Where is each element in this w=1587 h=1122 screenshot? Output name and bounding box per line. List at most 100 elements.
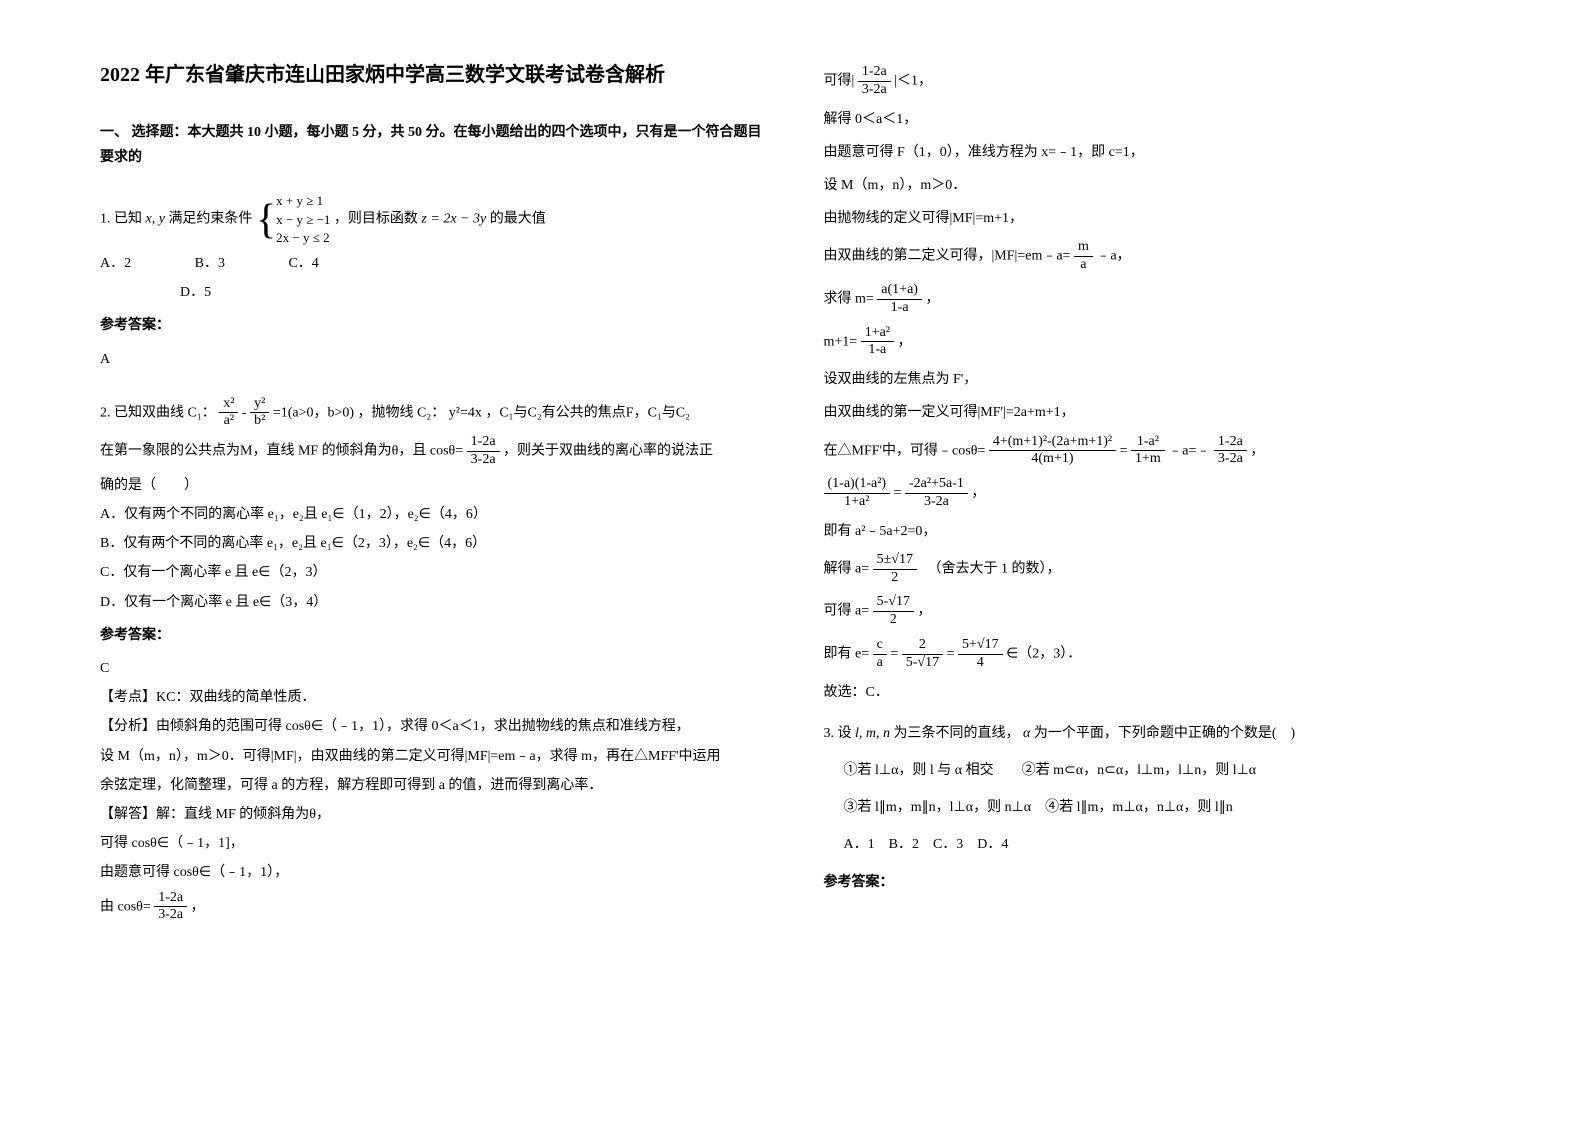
p1-vars: x, y (146, 212, 165, 227)
frac-num: 5-√17 (873, 594, 914, 612)
l7-tail: ， (925, 291, 939, 306)
problem-2: 2. 已知双曲线 C₁： x² a² - y² b² =1(a>0，b>0) ，… (100, 392, 764, 928)
frac-l16a: c a (873, 637, 887, 672)
c2-l2: 解得 0＜a＜1， (824, 107, 1488, 132)
frac-den: 3-2a (858, 82, 891, 99)
l7-pre: 求得 m= (824, 291, 874, 306)
frac-den: b² (250, 413, 269, 430)
frac-den: 4 (958, 655, 1003, 672)
l11-tail: ， (1250, 443, 1264, 458)
p2-optB: B．仅有两个不同的离心率 e₁，e₂且 e₁∈（2，3），e₂∈（4，6） (100, 531, 764, 556)
p2-kaodian: 【考点】KC：双曲线的简单性质． (100, 685, 764, 710)
l11-mid: ﹣a=﹣ (1168, 443, 1210, 458)
section-header: 一、 选择题：本大题共 10 小题，每小题 5 分，共 50 分。在每小题给出的… (100, 120, 764, 170)
frac-num: (1-a)(1-a²) (824, 476, 891, 494)
frac-den: 3-2a (154, 907, 187, 924)
p3-pre: 3. 设 (824, 726, 852, 741)
c2-l4: 设 M（m，n），m＞0． (824, 173, 1488, 198)
frac-den: 1-a (861, 342, 894, 359)
c2-l9: 设双曲线的左焦点为 F'， (824, 367, 1488, 392)
constraint-brace: { x + y ≥ 1 x − y ≥ −1 2x − y ≤ 2 (256, 192, 330, 247)
frac-x2a2: x² a² (219, 396, 238, 431)
c2-l8: m+1= 1+a² 1-a ， (824, 325, 1488, 360)
l15-tail: ， (917, 604, 931, 619)
l16-pre: 即有 e= (824, 647, 870, 662)
p3-tail: 为一个平面，下列命题中正确的个数是( ) (1034, 726, 1295, 741)
frac-l11b: 1-a² 1+m (1131, 434, 1165, 469)
c2-l14: 解得 a= 5±√17 2 （舍去大于 1 的数）， (824, 552, 1488, 587)
sol3-tail: ， (191, 899, 205, 914)
p2-line2: 在第一象限的公共点为M，直线 MF 的倾斜角为θ，且 cosθ= 1-2a 3-… (100, 434, 764, 469)
frac-den: 3-2a (467, 452, 500, 469)
p2-answer: C (100, 656, 764, 681)
frac-l12b: -2a²+5a-1 3-2a (905, 476, 968, 511)
c2-l10: 由双曲线的第一定义可得|MF'|=2a+m+1， (824, 400, 1488, 425)
l12-tail: ， (971, 486, 985, 501)
c2-l13: 即有 a²﹣5a+2=0， (824, 519, 1488, 544)
frac-den: 1-a (877, 300, 922, 317)
p2-sol3: 由 cosθ= 1-2a 3-2a ， (100, 890, 764, 925)
problem-1: 1. 已知 x, y 满足约束条件 { x + y ≥ 1 x − y ≥ −1… (100, 188, 764, 375)
p2-line1: 2. 已知双曲线 C₁： x² a² - y² b² =1(a>0，b>0) ，… (100, 396, 764, 431)
l6-pre: 由双曲线的第二定义可得，|MF|=em﹣a= (824, 249, 1071, 264)
p1-optD: D．5 (180, 280, 211, 305)
p2-line2-text: 在第一象限的公共点为M，直线 MF 的倾斜角为θ，且 (100, 444, 426, 459)
p2-optD: D．仅有一个离心率 e 且 e∈（3，4） (100, 590, 764, 615)
c2-l6: 由双曲线的第二定义可得，|MF|=em﹣a= m a ﹣a， (824, 239, 1488, 274)
l14-tail: （舍去大于 1 的数）， (920, 561, 1060, 576)
p2-mid2: ，C₁与C₂有公共的焦点F，C₁与C₂ (485, 405, 690, 420)
l6-tail: ﹣a， (1096, 249, 1130, 264)
constraint-3: 2x − y ≤ 2 (276, 229, 330, 247)
page-title: 2022 年广东省肇庆市连山田家炳中学高三数学文联考试卷含解析 (100, 60, 764, 90)
frac-l14: 5±√17 2 (873, 552, 917, 587)
p2-fenxi2: 设 M（m，n），m＞0．可得|MF|，由双曲线的第二定义可得|MF|=em﹣a… (100, 744, 764, 769)
p3-mid: 为三条不同的直线， (894, 726, 1020, 741)
constraints: x + y ≥ 1 x − y ≥ −1 2x − y ≤ 2 (276, 192, 330, 247)
frac-l12a: (1-a)(1-a²) 1+a² (824, 476, 891, 511)
frac-num: 1-2a (1214, 434, 1247, 452)
frac-l11a: 4+(m+1)²-(2a+m+1)² 4(m+1) (989, 434, 1116, 469)
l16-eq2: = (947, 647, 955, 662)
p2-c1: C₁： (188, 405, 216, 420)
c2-l3: 由题意可得 F（1，0），准线方程为 x=﹣1，即 c=1， (824, 140, 1488, 165)
eq1-tail: =1(a>0，b>0) (273, 405, 354, 420)
p2-line3: 确的是（ ） (100, 473, 764, 498)
l16-tail: ∈（2，3）． (1006, 647, 1081, 662)
p2-mid1: ，抛物线 (358, 405, 414, 420)
frac-l16c: 5+√17 4 (958, 637, 1003, 672)
p1-mid: 满足约束条件 (168, 212, 252, 227)
frac-den: 1+a² (824, 494, 891, 511)
frac-num: 1+a² (861, 325, 894, 343)
frac-cos: 1-2a 3-2a (467, 434, 500, 469)
sol3-pre: 由 (100, 899, 114, 914)
frac-num: 5±√17 (873, 552, 917, 570)
p1-z: z = 2x − 3y (421, 212, 486, 227)
frac-den: 3-2a (905, 494, 968, 511)
p2-line2-tail: ，则关于双曲线的离心率的说法正 (503, 444, 713, 459)
c2-l11: 在△MFF'中，可得﹣cosθ= 4+(m+1)²-(2a+m+1)² 4(m+… (824, 434, 1488, 469)
frac-sol3: 1-2a 3-2a (154, 890, 187, 925)
sol3-cos: cosθ= (118, 899, 151, 914)
problem-3: 3. 设 l, m, n 为三条不同的直线， α 为一个平面，下列命题中正确的个… (824, 717, 1488, 903)
l15-pre: 可得 a= (824, 604, 870, 619)
frac-y2b2: y² b² (250, 396, 269, 431)
left-brace: { (256, 199, 276, 241)
frac-num: 1-2a (154, 890, 187, 908)
frac-num: x² (219, 396, 238, 414)
c2-l5: 由抛物线的定义可得|MF|=m+1， (824, 206, 1488, 231)
p1-optB: B．3 (195, 251, 225, 276)
p1-answer-label: 参考答案： (100, 313, 764, 338)
frac-num: 2 (902, 637, 943, 655)
frac-l8: 1+a² 1-a (861, 325, 894, 360)
frac-l16b: 2 5-√17 (902, 637, 943, 672)
constraint-1: x + y ≥ 1 (276, 192, 330, 210)
c2-l15: 可得 a= 5-√17 2 ， (824, 594, 1488, 629)
frac-den: a (1074, 257, 1093, 274)
frac-den: 1+m (1131, 451, 1165, 468)
frac-den: a (873, 655, 887, 672)
p2-sol1: 可得 cosθ∈（﹣1，1]， (100, 831, 764, 856)
p2-answer-label: 参考答案： (100, 623, 764, 648)
frac-num: -2a²+5a-1 (905, 476, 968, 494)
p3-answer-label: 参考答案： (824, 870, 1488, 895)
p2-optA: A．仅有两个不同的离心率 e₁，e₂且 e₁∈（1，2），e₂∈（4，6） (100, 502, 764, 527)
